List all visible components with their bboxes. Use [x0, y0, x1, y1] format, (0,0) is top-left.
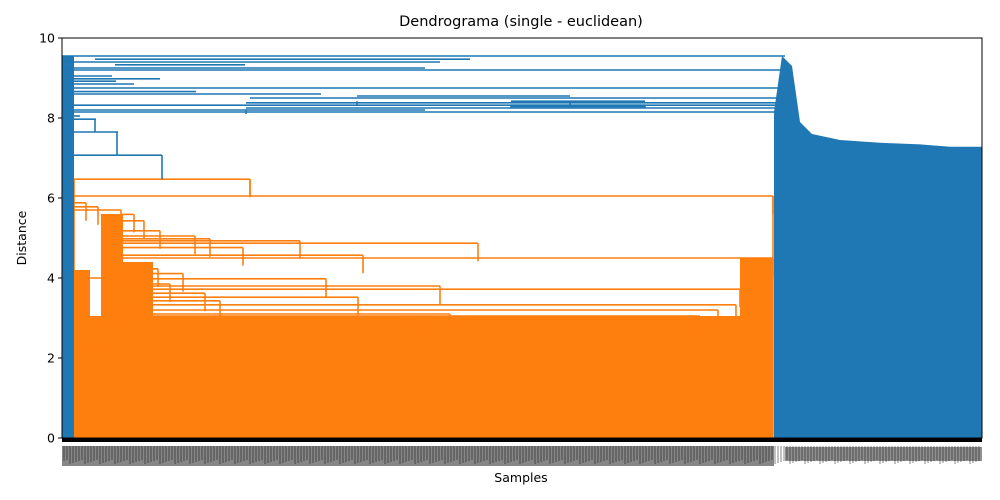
y-tick-label: 4: [47, 271, 55, 286]
leaf-tick-labels: [62, 438, 982, 466]
cluster-orange-leaves: [123, 262, 153, 438]
y-axis: 0 2 4 6 8 10: [39, 31, 62, 446]
leaf-tick-labels-dense: [785, 447, 982, 461]
x-axis-label: Samples: [494, 470, 547, 485]
chart-title: Dendrograma (single - euclidean): [399, 14, 643, 30]
cluster-blue-right-leaves: [774, 56, 982, 438]
dendrogram-links: [62, 55, 982, 438]
plot-frame: [61, 37, 983, 439]
cluster-orange-leaves: [74, 316, 773, 438]
y-tick-label: 8: [47, 111, 55, 126]
cluster-blue-left-leaves: [62, 56, 74, 438]
y-axis-label: Distance: [14, 210, 29, 265]
leaf-tick-marks: [62, 438, 982, 442]
cluster-orange-leaves: [101, 214, 123, 438]
y-tick-label: 10: [39, 31, 55, 46]
y-tick-label: 0: [47, 431, 55, 446]
y-tick-label: 6: [47, 191, 55, 206]
cluster-blue-merge-link: [511, 104, 645, 108]
y-tick-label: 2: [47, 351, 55, 366]
cluster-orange-leaves: [74, 270, 90, 438]
cluster-orange-leaves: [740, 258, 773, 438]
